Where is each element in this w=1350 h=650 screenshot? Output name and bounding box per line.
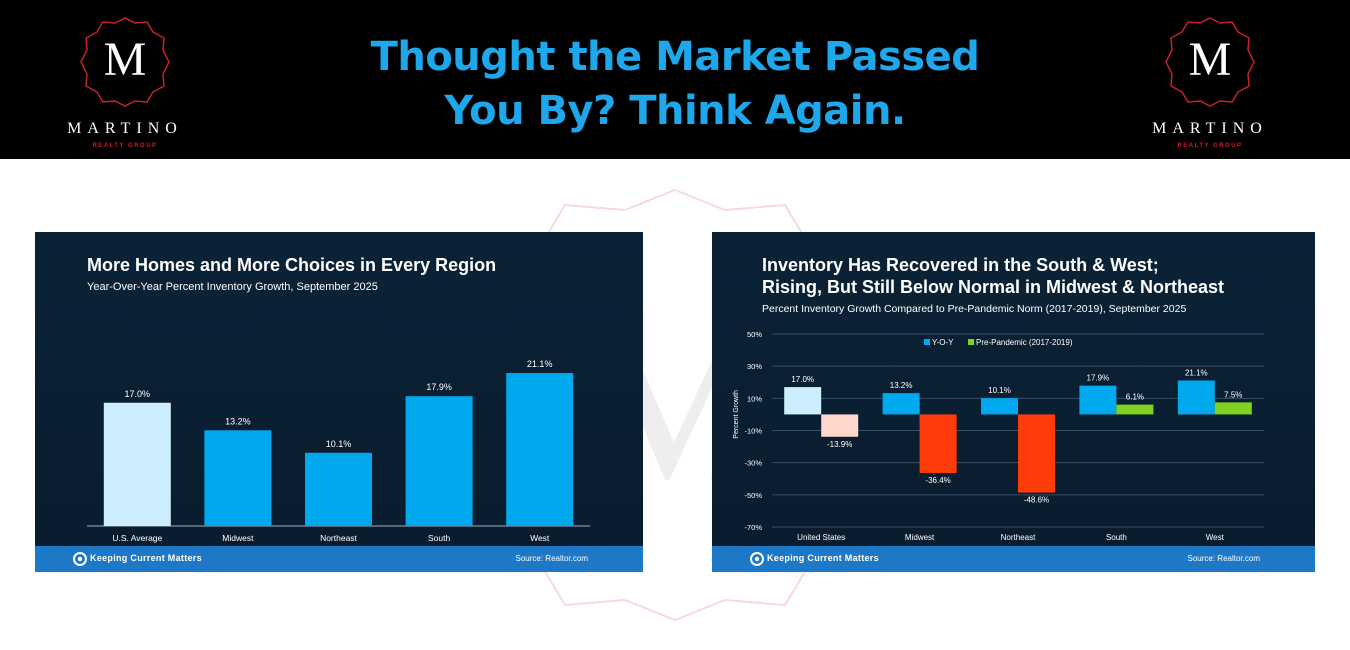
kcm-brand: Keeping Current Matters — [767, 553, 879, 563]
header-banner: M MARTINO REALTY GROUP Thought the Marke… — [0, 0, 1350, 159]
chart2-bar — [1116, 404, 1154, 415]
legend-swatch-prepandemic — [968, 339, 974, 345]
page-headline: Thought the Market Passed You By? Think … — [300, 30, 1050, 138]
chart2-subtitle: Percent Inventory Growth Compared to Pre… — [762, 303, 1187, 315]
chart1-plot: 17.0% U.S. Average 13.2% Midwest 10.1% Northe… — [87, 359, 590, 543]
logo-monogram: M — [103, 33, 147, 86]
chart1-category-label: Midwest — [222, 533, 254, 543]
chart1-title: More Homes and More Choices in Every Reg… — [87, 255, 497, 275]
kcm-logo-icon — [750, 552, 764, 566]
chart1-bar — [305, 452, 372, 526]
chart2-data-label: 10.1% — [988, 386, 1011, 395]
chart1-data-label: 17.0% — [125, 389, 151, 399]
chart2-title-line-1: Inventory Has Recovered in the South & W… — [762, 255, 1159, 275]
chart2-y-tick-label: 30% — [747, 362, 762, 371]
chart1-category-label: South — [428, 533, 450, 543]
chart2-category-label: South — [1106, 533, 1127, 542]
chart1-category-label: Northeast — [320, 533, 357, 543]
chart2-source: Source: Realtor.com — [1187, 554, 1260, 563]
chart2-y-tick-label: 50% — [747, 330, 762, 339]
chart1-data-label: 10.1% — [326, 439, 352, 449]
chart2-data-label: 13.2% — [890, 381, 913, 390]
chart2-data-label: 21.1% — [1185, 368, 1208, 377]
chart2-title-line-2: Rising, But Still Below Normal in Midwes… — [762, 277, 1225, 297]
chart2-data-label: -13.9% — [827, 440, 852, 449]
chart2-data-label: 17.0% — [791, 375, 814, 384]
chart2-bar — [882, 393, 920, 415]
chart2-data-label: 7.5% — [1224, 390, 1242, 399]
chart1-data-label: 21.1% — [527, 359, 553, 369]
logo-subtitle: REALTY GROUP — [1177, 143, 1243, 149]
chart2-data-label: 6.1% — [1126, 393, 1144, 402]
chart2-data-label: -48.6% — [1024, 496, 1049, 505]
chart1-footer: Keeping Current Matters Source: Realtor.… — [35, 546, 643, 572]
chart1-bar — [204, 430, 272, 526]
chart2-bar — [784, 387, 822, 415]
logo-seal-icon — [80, 17, 170, 107]
martino-logo-left: M MARTINO REALTY GROUP — [35, 10, 215, 155]
chart2-category-label: United States — [797, 533, 845, 542]
logo-seal-icon — [1165, 17, 1255, 107]
chart1-subtitle: Year-Over-Year Percent Inventory Growth,… — [87, 281, 378, 293]
legend-label-yoy: Y-O-Y — [932, 338, 954, 347]
kcm-logo-icon — [73, 552, 87, 566]
chart2-bar — [919, 414, 957, 473]
chart2-y-tick-label: 10% — [747, 394, 762, 403]
logo-name: MARTINO — [67, 120, 183, 137]
chart2-plot: 50% 30% 10% -10% -30% -50% -70% Percent Growth Y… — [733, 330, 1264, 542]
chart2-category-label: West — [1206, 533, 1225, 542]
chart2-bar — [1177, 380, 1215, 415]
legend-swatch-yoy — [924, 339, 930, 345]
chart2-bar — [821, 414, 859, 437]
legend-label-prepandemic: Pre-Pandemic (2017-2019) — [976, 338, 1073, 347]
chart2-category-label: Midwest — [905, 533, 935, 542]
chart2-y-axis-label: Percent Growth — [733, 390, 740, 439]
chart2-bar — [1079, 385, 1117, 415]
chart2-footer: Keeping Current Matters Source: Realtor.… — [712, 546, 1315, 572]
chart2-data-label: 17.9% — [1087, 374, 1110, 383]
chart2-category-label: Northeast — [1001, 533, 1036, 542]
chart2-y-tick-label: -70% — [744, 523, 762, 532]
chart2-y-tick-label: -10% — [744, 427, 762, 436]
chart-card-prepandemic: Inventory Has Recovered in the South & W… — [712, 232, 1315, 572]
headline-line-1: Thought the Market Passed — [370, 34, 980, 80]
chart2-bar — [1018, 414, 1055, 493]
chart1-category-label: U.S. Average — [112, 533, 162, 543]
chart1-data-label: 13.2% — [225, 416, 251, 426]
chart2-legend: Y-O-Y Pre-Pandemic (2017-2019) — [924, 338, 1073, 347]
chart2-data-label: -36.4% — [925, 476, 950, 485]
logo-subtitle: REALTY GROUP — [92, 143, 158, 149]
chart1-category-label: West — [530, 533, 550, 543]
chart1-source: Source: Realtor.com — [515, 554, 588, 563]
chart1-data-label: 17.9% — [426, 382, 452, 392]
logo-name: MARTINO — [1152, 120, 1268, 137]
kcm-brand: Keeping Current Matters — [90, 553, 202, 563]
chart2-bar — [981, 398, 1018, 415]
chart-card-yoy: More Homes and More Choices in Every Reg… — [35, 232, 643, 572]
chart2-bar — [1214, 402, 1252, 415]
logo-monogram: M — [1188, 33, 1232, 86]
martino-logo-right: M MARTINO REALTY GROUP — [1120, 10, 1300, 155]
chart2-y-tick-label: -50% — [744, 491, 762, 500]
chart1-bar — [103, 402, 171, 526]
chart2-y-tick-label: -30% — [744, 459, 762, 468]
chart1-bar — [405, 396, 473, 526]
chart1-bar — [506, 373, 574, 526]
headline-line-2: You By? Think Again. — [444, 88, 906, 134]
